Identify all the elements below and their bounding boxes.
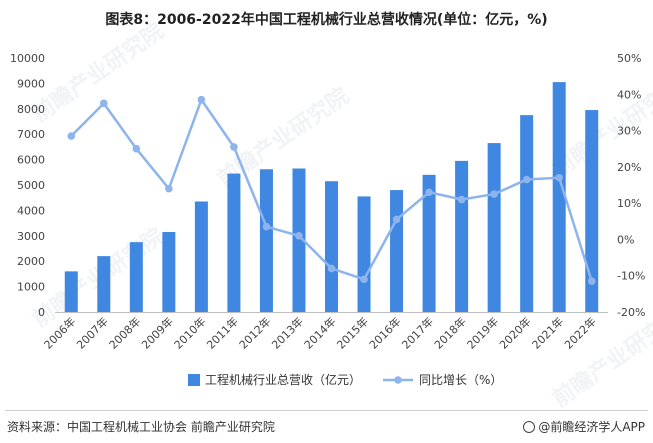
growth-point [165, 184, 173, 193]
y-right-tick-label: 0% [617, 233, 634, 246]
growth-point [132, 144, 141, 153]
legend-line-marker [394, 376, 402, 384]
x-tick-label: 2006年 [41, 314, 78, 351]
chart: 0 1000 2000 3000 4000 5000 6000 7000 8000 9000 100… [10, 52, 645, 387]
footer-divider [5, 410, 648, 411]
growth-point [295, 232, 303, 240]
bar [552, 82, 566, 312]
chart-title: 图表8：2006-2022年中国工程机械行业总营收情况(单位：亿元，%) [105, 12, 548, 28]
growth-point [67, 132, 76, 140]
bar [292, 168, 306, 312]
bar [129, 242, 143, 312]
y-left-tick-label: 0 [38, 306, 45, 319]
x-tick-label: 2012年 [236, 314, 273, 351]
y-right-tick-label: 40% [617, 88, 641, 101]
footer: 资料来源：中国工程机械工业协会 前瞻产业研究院 @前瞻经济学人APP [0, 410, 653, 443]
x-tick-label: 2016年 [366, 314, 403, 351]
y-left-tick-label: 8000 [17, 103, 45, 116]
x-tick-label: 2014年 [301, 314, 338, 351]
x-tick-label: 2019年 [464, 314, 501, 351]
growth-point [425, 188, 433, 197]
legend-line-label: 同比增长（%） [419, 373, 502, 387]
x-tick-label: 2017年 [399, 314, 436, 351]
y-right-tick-label: 10% [617, 197, 641, 210]
bar [227, 173, 241, 312]
bar [487, 143, 501, 312]
y-left-tick-label: 2000 [17, 255, 45, 268]
growth-point [327, 264, 336, 273]
legend-bar-label: 工程机械行业总营收（亿元） [205, 372, 361, 387]
y-left-tick-label: 10000 [10, 52, 45, 65]
y-right-tick-label: 20% [617, 161, 641, 174]
brand-logo-icon [523, 421, 536, 433]
growth-point [555, 173, 564, 182]
y-left-tick-label: 1000 [17, 281, 45, 294]
growth-point [262, 222, 271, 231]
y-right-tick-label: 50% [617, 52, 641, 65]
x-tick-label: 2008年 [106, 314, 143, 351]
bar [422, 174, 436, 312]
growth-point [360, 275, 368, 284]
legend-bar-swatch [188, 374, 200, 386]
bar [194, 201, 208, 312]
y-left-tick-label: 3000 [17, 230, 45, 243]
x-tick-label: 2010年 [171, 314, 208, 351]
bar [357, 196, 371, 312]
growth-point [587, 277, 596, 285]
bar [325, 181, 338, 312]
growth-point [457, 195, 466, 204]
bar [162, 231, 176, 312]
growth-point [230, 143, 238, 151]
y-left-tick-label: 9000 [17, 77, 45, 90]
bar [390, 190, 404, 312]
brand-label: @前瞻经济学人APP [523, 418, 645, 435]
y-left-tick-label: 4000 [17, 204, 45, 217]
x-tick-label: 2020年 [496, 314, 533, 351]
bar [455, 160, 469, 312]
growth-point [392, 215, 401, 224]
y-left-tick-label: 7000 [17, 128, 45, 141]
growth-point [490, 190, 498, 198]
y-right-tick-label: 30% [617, 125, 641, 138]
y-left-tick-label: 5000 [17, 179, 45, 192]
x-tick-label: 2007年 [73, 314, 110, 351]
growth-point [99, 99, 108, 108]
bar [259, 169, 273, 312]
bar [585, 110, 599, 312]
growth-point [522, 175, 531, 184]
x-tick-label: 2018年 [431, 314, 468, 351]
y-right-tick-label: -10% [617, 270, 645, 283]
growth-point [197, 95, 206, 104]
y-right-tick-label: -20% [617, 306, 645, 319]
bar [97, 256, 111, 312]
y-left-tick-label: 6000 [17, 154, 45, 167]
x-tick-label: 2013年 [269, 314, 306, 351]
bar [520, 115, 534, 313]
x-tick-label: 2015年 [334, 314, 371, 351]
source-note: 资料来源：中国工程机械工业协会 前瞻产业研究院 [7, 420, 275, 434]
x-tick-label: 2009年 [138, 314, 175, 351]
x-tick-label: 2022年 [561, 314, 598, 351]
x-tick-label: 2021年 [529, 314, 566, 351]
brand-text: @前瞻经济学人APP [538, 420, 645, 434]
bar [64, 271, 78, 312]
x-tick-label: 2011年 [204, 314, 241, 351]
